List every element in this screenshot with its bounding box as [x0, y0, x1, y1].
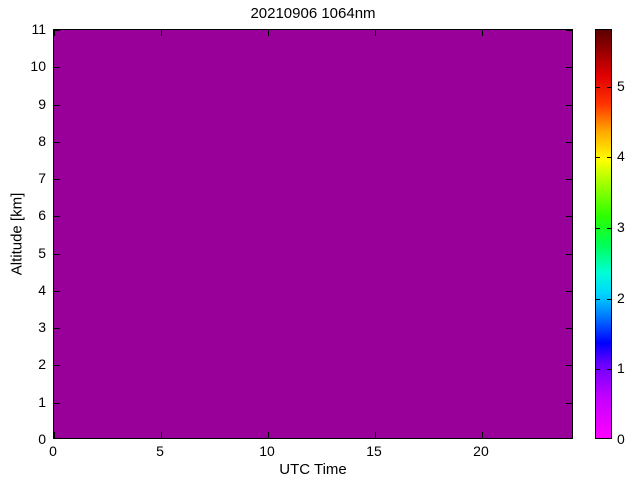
- colorbar-tick-label: 3: [617, 218, 625, 235]
- y-tick-label: 10: [30, 58, 46, 75]
- y-tick-label: 2: [38, 356, 46, 373]
- colorbar-tick-mark-right: [607, 298, 611, 300]
- colorbar[interactable]: [595, 29, 612, 439]
- plot-axes[interactable]: [53, 29, 573, 439]
- colorbar-tick-mark-right: [607, 86, 611, 88]
- y-tick-mark: [54, 253, 60, 255]
- colorbar-gradient: [596, 30, 611, 438]
- y-tick-mark: [54, 216, 60, 218]
- y-tick-label: 6: [38, 207, 46, 224]
- y-tick-mark-right: [566, 141, 572, 143]
- x-tick-mark-top: [160, 30, 162, 36]
- x-tick-mark: [374, 432, 376, 438]
- colorbar-tick-mark: [596, 86, 600, 88]
- colorbar-tick-label: 2: [617, 289, 625, 306]
- x-tick-label: 10: [259, 443, 275, 459]
- x-tick-mark: [481, 432, 483, 438]
- y-tick-mark: [54, 104, 60, 106]
- colorbar-tick-mark-right: [607, 157, 611, 159]
- colorbar-tick-mark: [596, 157, 600, 159]
- y-tick-mark-right: [566, 30, 572, 31]
- y-tick-label: 0: [38, 431, 46, 447]
- x-tick-mark-top: [481, 30, 483, 36]
- colorbar-tick-mark-right: [607, 227, 611, 229]
- y-tick-mark-right: [566, 179, 572, 181]
- x-tick-label: 0: [49, 443, 57, 459]
- x-tick-mark: [54, 432, 55, 438]
- x-tick-label: 5: [156, 443, 164, 459]
- y-tick-mark: [54, 402, 60, 404]
- colorbar-tick-label: 4: [617, 148, 625, 165]
- colorbar-tick-label: 5: [617, 77, 625, 94]
- y-tick-mark-right: [566, 328, 572, 330]
- y-tick-mark-right: [566, 67, 572, 69]
- x-tick-label: 15: [366, 443, 382, 459]
- y-tick-mark-right: [566, 365, 572, 367]
- y-tick-label: 5: [38, 244, 46, 261]
- colorbar-tick-mark: [596, 298, 600, 300]
- x-tick-mark-top: [374, 30, 376, 36]
- y-tick-mark: [54, 141, 60, 143]
- y-tick-label: 3: [38, 319, 46, 336]
- x-tick-label: 20: [473, 443, 489, 459]
- x-tick-mark: [267, 432, 269, 438]
- y-tick-label: 11: [31, 21, 46, 37]
- y-tick-label: 9: [38, 95, 46, 112]
- y-tick-mark: [54, 365, 60, 367]
- y-axis-label: Altitude [km]: [8, 192, 26, 276]
- colorbar-tick-mark-right: [607, 369, 611, 371]
- y-tick-mark: [54, 67, 60, 69]
- y-tick-label: 8: [38, 132, 46, 149]
- y-tick-mark-right: [566, 290, 572, 292]
- y-tick-mark-right: [566, 402, 572, 404]
- colorbar-tick-mark: [596, 227, 600, 229]
- y-tick-mark: [54, 328, 60, 330]
- y-tick-mark-right: [566, 253, 572, 255]
- y-tick-label: 7: [38, 170, 46, 187]
- y-tick-label: 1: [38, 393, 46, 410]
- page-title: 20210906 1064nm: [250, 5, 376, 22]
- heatmap-data-field: [54, 30, 572, 438]
- y-tick-mark: [54, 179, 60, 181]
- y-tick-label: 4: [38, 281, 46, 298]
- x-tick-mark-top: [267, 30, 269, 36]
- y-tick-mark: [54, 30, 60, 31]
- colorbar-tick-label: 1: [617, 360, 625, 377]
- y-tick-mark-right: [566, 216, 572, 218]
- x-tick-mark: [160, 432, 162, 438]
- colorbar-tick-mark: [596, 369, 600, 371]
- x-tick-mark-top: [54, 30, 55, 36]
- y-tick-mark-right: [566, 104, 572, 106]
- y-tick-mark: [54, 290, 60, 292]
- x-axis-label: UTC Time: [279, 461, 347, 478]
- colorbar-tick-label: 0: [617, 431, 625, 447]
